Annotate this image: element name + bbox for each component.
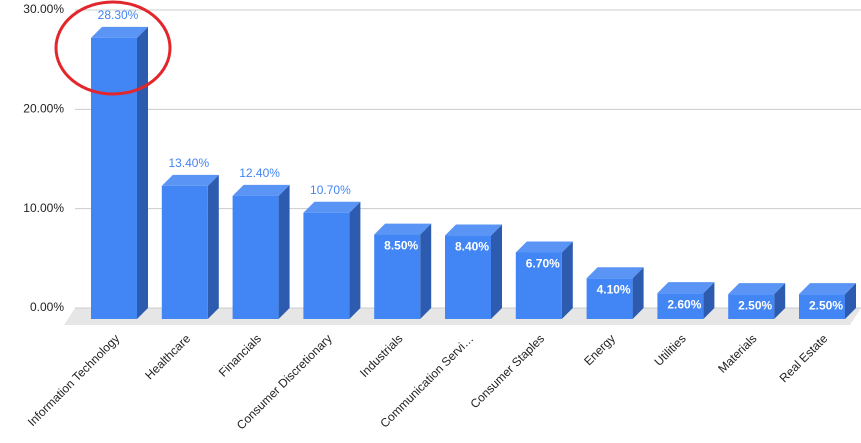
- grid: 0.00% 10.00% 20.00% 30.00%: [23, 2, 861, 314]
- x-tick-label: Industrials: [357, 331, 406, 380]
- bar: [445, 224, 502, 319]
- bar-front: [161, 185, 208, 319]
- bar-top: [91, 26, 148, 38]
- bar-side: [561, 241, 573, 319]
- bar: [586, 267, 644, 319]
- bar: [91, 26, 148, 320]
- x-tick-label: Real Estate: [777, 331, 831, 385]
- bar-front: [374, 234, 421, 319]
- bar-top: [445, 224, 502, 236]
- value-label: 13.40%: [168, 156, 209, 170]
- bar-side: [420, 223, 432, 319]
- x-tick-label: Healthcare: [142, 331, 193, 382]
- bar: [728, 283, 786, 319]
- bar-top: [232, 184, 290, 196]
- bar-side: [491, 224, 502, 319]
- value-label: 2.50%: [809, 298, 843, 312]
- bar-top: [586, 267, 644, 279]
- value-label: 12.40%: [239, 166, 280, 180]
- value-label: 2.60%: [667, 297, 701, 311]
- highlight-circle: [54, 0, 172, 96]
- value-label: 8.50%: [384, 239, 418, 253]
- bar: [232, 184, 290, 319]
- value-label: 8.40%: [455, 240, 489, 254]
- value-label: 6.70%: [526, 257, 560, 271]
- x-tick-label: Materials: [715, 331, 759, 375]
- x-tick-label: Utilities: [652, 331, 689, 368]
- bar-top: [657, 282, 715, 294]
- bar-front: [91, 37, 137, 320]
- bar: [374, 223, 432, 319]
- x-tick-label: Information Technology: [25, 331, 122, 428]
- y-tick-label: 20.00%: [23, 102, 64, 116]
- bar-front: [728, 294, 775, 319]
- bar-front: [586, 278, 633, 319]
- bars: 28.30% Information Technology 13.40% Health…: [25, 8, 856, 432]
- bar-top: [374, 223, 432, 235]
- y-tick-label: 30.00%: [23, 2, 64, 16]
- bar-top: [799, 283, 856, 295]
- bar-front: [515, 252, 562, 319]
- x-tick-label: Energy: [581, 331, 618, 368]
- bar-front: [657, 293, 704, 319]
- bar-side: [632, 267, 644, 319]
- value-label: 28.30%: [98, 8, 139, 22]
- value-label: 10.70%: [310, 183, 351, 197]
- bar-front: [303, 212, 350, 319]
- bar: [515, 241, 573, 319]
- bar-side: [349, 201, 361, 319]
- bar-top: [303, 201, 361, 213]
- bar: [657, 282, 715, 319]
- value-label: 4.10%: [597, 282, 631, 296]
- bar-top: [515, 241, 573, 253]
- bar-side: [703, 282, 715, 319]
- bar-side: [845, 283, 856, 319]
- bar-side: [207, 174, 219, 319]
- bar-top: [161, 174, 219, 186]
- x-tick-label: Financials: [216, 331, 264, 379]
- x-tick-label: Consumer Staples: [467, 331, 547, 411]
- value-label: 2.50%: [738, 298, 772, 312]
- bar-front: [445, 235, 491, 319]
- bar-side: [774, 283, 786, 319]
- y-tick-label: 0.00%: [30, 300, 64, 314]
- bar-top: [728, 283, 786, 295]
- y-tick-label: 10.00%: [23, 201, 64, 215]
- bar-side: [137, 26, 148, 320]
- bar-front: [232, 195, 279, 319]
- bar-side: [278, 184, 290, 319]
- bar: [799, 283, 856, 319]
- bar: [303, 201, 361, 319]
- bar-front: [799, 294, 845, 319]
- bar: [161, 174, 219, 319]
